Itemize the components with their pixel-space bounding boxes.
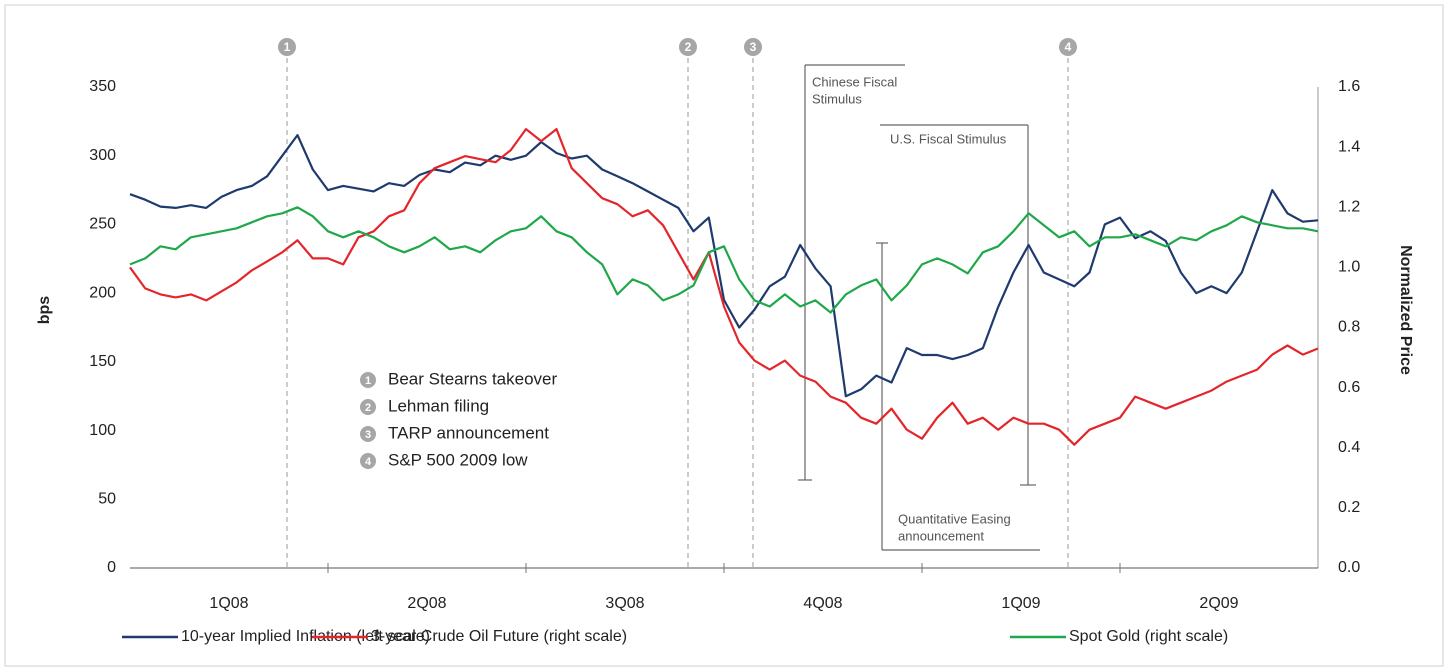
y2-tick-label: 0.4 <box>1338 439 1360 456</box>
event-legend-number: 1 <box>365 375 371 387</box>
event-legend-number: 3 <box>365 429 371 441</box>
event-number: 4 <box>1065 40 1072 54</box>
y2-tick-label: 1.6 <box>1338 78 1360 95</box>
event-marker <box>278 38 296 56</box>
x-tick-label: 2Q08 <box>407 595 446 612</box>
event-legend-marker <box>360 372 376 388</box>
annotation: Chinese Fiscal <box>812 74 897 89</box>
x-tick-label: 1Q09 <box>1001 595 1040 612</box>
y2-tick-label: 0.8 <box>1338 319 1360 336</box>
event-legend-label: Lehman filing <box>388 396 489 415</box>
x-tick-label: 2Q09 <box>1199 595 1238 612</box>
y-tick-label: 350 <box>89 78 116 95</box>
event-marker <box>744 38 762 56</box>
x-tick-label: 3Q08 <box>605 595 644 612</box>
event-legend-label: TARP announcement <box>388 423 549 442</box>
y-tick-label: 100 <box>89 422 116 439</box>
series-line <box>129 128 1319 446</box>
frame <box>4 4 1444 667</box>
y-tick-label: 50 <box>98 491 116 508</box>
y-tick-label: 150 <box>89 353 116 370</box>
event-marker <box>679 38 697 56</box>
annotation: Quantitative Easing <box>898 511 1011 526</box>
annotation: announcement <box>898 528 984 543</box>
y2-tick-label: 1.0 <box>1338 259 1360 276</box>
legend-label: 10-year Implied Inflation (left scale) <box>181 628 430 645</box>
legend-label: 3-year Crude Oil Future (right scale) <box>371 628 627 645</box>
event-legend-marker <box>360 453 376 469</box>
y-tick-label: 250 <box>89 216 116 233</box>
series-line <box>129 206 1319 314</box>
event-legend-number: 4 <box>365 456 372 468</box>
legend-label: Spot Gold (right scale) <box>1069 628 1228 645</box>
y2-axis-label: Normalized Price <box>1397 245 1414 375</box>
y-tick-label: 200 <box>89 284 116 301</box>
x-tick-label: 4Q08 <box>803 595 842 612</box>
event-number: 1 <box>284 40 291 54</box>
event-marker <box>1059 38 1077 56</box>
event-legend-number: 2 <box>365 402 371 414</box>
event-legend-marker <box>360 399 376 415</box>
x-tick-label: 1Q08 <box>209 595 248 612</box>
event-legend-label: S&P 500 2009 low <box>388 450 528 469</box>
y-tick-label: 0 <box>107 559 116 576</box>
y-tick-label: 300 <box>89 147 116 164</box>
event-legend-label: Bear Stearns takeover <box>388 369 557 388</box>
y-axis-label: bps <box>36 296 53 325</box>
y2-tick-label: 1.2 <box>1338 198 1360 215</box>
annotation: Stimulus <box>812 91 862 106</box>
y2-tick-label: 1.4 <box>1338 138 1360 155</box>
y2-tick-label: 0.0 <box>1338 559 1360 576</box>
event-number: 2 <box>685 40 692 54</box>
event-legend-marker <box>360 426 376 442</box>
y2-tick-label: 0.2 <box>1338 499 1360 516</box>
y2-tick-label: 0.6 <box>1338 379 1360 396</box>
series-line <box>129 134 1319 398</box>
annotation: U.S. Fiscal Stimulus <box>890 131 1007 146</box>
event-number: 3 <box>750 40 757 54</box>
